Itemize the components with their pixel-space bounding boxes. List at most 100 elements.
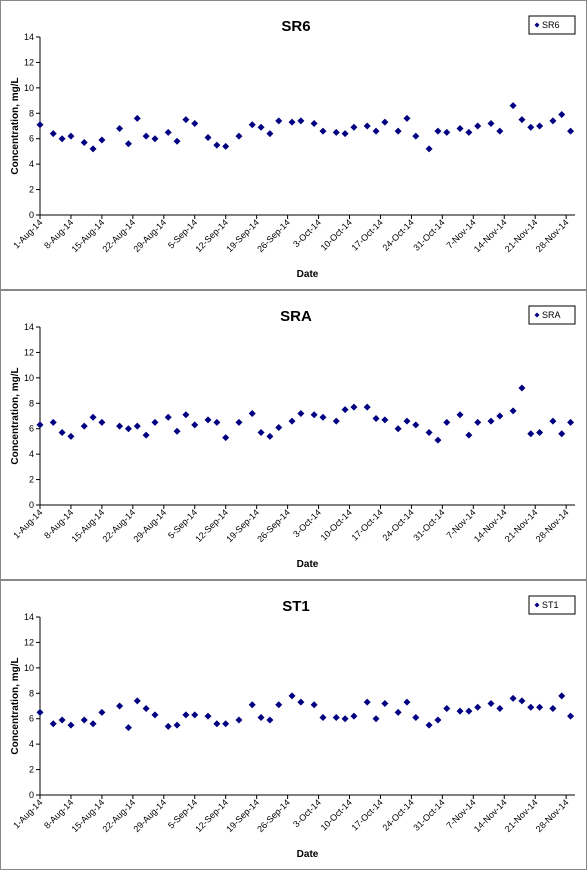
data-point bbox=[164, 722, 172, 730]
x-tick-label: 31-Oct-14 bbox=[411, 217, 446, 252]
data-point bbox=[527, 703, 535, 711]
chart-panel: SRA024681012141-Aug-148-Aug-1415-Aug-142… bbox=[0, 290, 587, 580]
data-point bbox=[58, 135, 66, 143]
y-tick-label: 0 bbox=[29, 790, 34, 800]
x-tick-label: 29-Aug-14 bbox=[131, 797, 168, 834]
data-point bbox=[372, 415, 380, 423]
data-point bbox=[496, 127, 504, 135]
panel-border bbox=[0, 0, 587, 290]
data-point bbox=[350, 712, 358, 720]
data-point bbox=[403, 417, 411, 425]
data-point bbox=[257, 429, 265, 437]
y-tick-label: 6 bbox=[29, 134, 34, 144]
data-point bbox=[191, 119, 199, 127]
x-tick-label: 24-Oct-14 bbox=[380, 797, 415, 832]
y-tick-label: 8 bbox=[29, 398, 34, 408]
data-point bbox=[248, 409, 256, 417]
data-point bbox=[275, 117, 283, 125]
y-tick-label: 10 bbox=[24, 373, 34, 383]
y-axis-label: Concentration, mg/L bbox=[10, 77, 21, 174]
chart-title: SR6 bbox=[281, 18, 310, 35]
data-point bbox=[443, 418, 451, 426]
data-point bbox=[527, 123, 535, 131]
data-point bbox=[319, 413, 327, 421]
data-point bbox=[567, 712, 575, 720]
data-point bbox=[222, 720, 230, 728]
data-point bbox=[213, 141, 221, 149]
data-point bbox=[213, 720, 221, 728]
x-tick-label: 26-Sep-14 bbox=[255, 507, 292, 544]
data-point bbox=[124, 140, 132, 148]
data-point bbox=[151, 418, 159, 426]
data-point bbox=[549, 705, 557, 713]
data-point bbox=[558, 692, 566, 700]
data-point bbox=[474, 703, 482, 711]
y-axis-label: Concentration, mg/L bbox=[10, 657, 21, 754]
data-point bbox=[487, 417, 495, 425]
legend-label: SR6 bbox=[542, 20, 560, 30]
data-point bbox=[536, 703, 544, 711]
x-tick-label: 24-Oct-14 bbox=[380, 507, 415, 542]
data-point bbox=[381, 416, 389, 424]
data-point bbox=[67, 721, 75, 729]
data-point bbox=[49, 130, 57, 138]
data-point bbox=[248, 701, 256, 709]
data-point bbox=[49, 720, 57, 728]
y-tick-label: 2 bbox=[29, 185, 34, 195]
data-point bbox=[412, 713, 420, 721]
data-point bbox=[425, 429, 433, 437]
data-point bbox=[213, 418, 221, 426]
x-tick-label: 3-Oct-14 bbox=[291, 217, 323, 249]
data-point bbox=[89, 145, 97, 153]
x-tick-label: 28-Nov-14 bbox=[534, 217, 571, 254]
x-tick-label: 17-Oct-14 bbox=[349, 797, 384, 832]
x-tick-label: 17-Oct-14 bbox=[349, 507, 384, 542]
panel-border bbox=[0, 580, 587, 870]
data-point bbox=[487, 699, 495, 707]
data-point bbox=[164, 128, 172, 136]
data-point bbox=[456, 707, 464, 715]
x-tick-label: 29-Aug-14 bbox=[131, 507, 168, 544]
data-point bbox=[434, 716, 442, 724]
y-tick-label: 12 bbox=[24, 637, 34, 647]
data-point bbox=[341, 130, 349, 138]
data-point bbox=[191, 421, 199, 429]
data-point bbox=[151, 711, 159, 719]
data-point bbox=[173, 721, 181, 729]
data-point bbox=[474, 122, 482, 130]
data-point bbox=[474, 418, 482, 426]
data-point bbox=[536, 429, 544, 437]
data-point bbox=[536, 122, 544, 130]
x-tick-label: 26-Sep-14 bbox=[255, 217, 292, 254]
legend-box bbox=[528, 305, 576, 325]
data-point bbox=[425, 145, 433, 153]
y-tick-label: 12 bbox=[24, 347, 34, 357]
data-point bbox=[89, 720, 97, 728]
data-point bbox=[394, 127, 402, 135]
y-tick-label: 4 bbox=[29, 739, 34, 749]
data-point bbox=[151, 135, 159, 143]
data-point bbox=[381, 699, 389, 707]
data-point bbox=[487, 119, 495, 127]
data-point bbox=[142, 431, 150, 439]
data-point bbox=[142, 132, 150, 140]
y-tick-label: 14 bbox=[24, 612, 34, 622]
data-point bbox=[509, 694, 517, 702]
data-point bbox=[173, 427, 181, 435]
data-point bbox=[363, 122, 371, 130]
x-tick-label: 3-Oct-14 bbox=[291, 797, 323, 829]
x-tick-label: 10-Oct-14 bbox=[319, 507, 354, 542]
data-point bbox=[182, 411, 190, 419]
data-point bbox=[142, 705, 150, 713]
x-tick-label: 31-Oct-14 bbox=[411, 797, 446, 832]
chart-panel: SR6024681012141-Aug-148-Aug-1415-Aug-142… bbox=[0, 0, 587, 290]
data-point bbox=[549, 117, 557, 125]
data-point bbox=[124, 724, 132, 732]
data-point bbox=[558, 430, 566, 438]
y-tick-label: 0 bbox=[29, 210, 34, 220]
data-point bbox=[124, 425, 132, 433]
data-point bbox=[434, 436, 442, 444]
data-point bbox=[434, 127, 442, 135]
data-point bbox=[509, 407, 517, 415]
y-tick-label: 8 bbox=[29, 108, 34, 118]
